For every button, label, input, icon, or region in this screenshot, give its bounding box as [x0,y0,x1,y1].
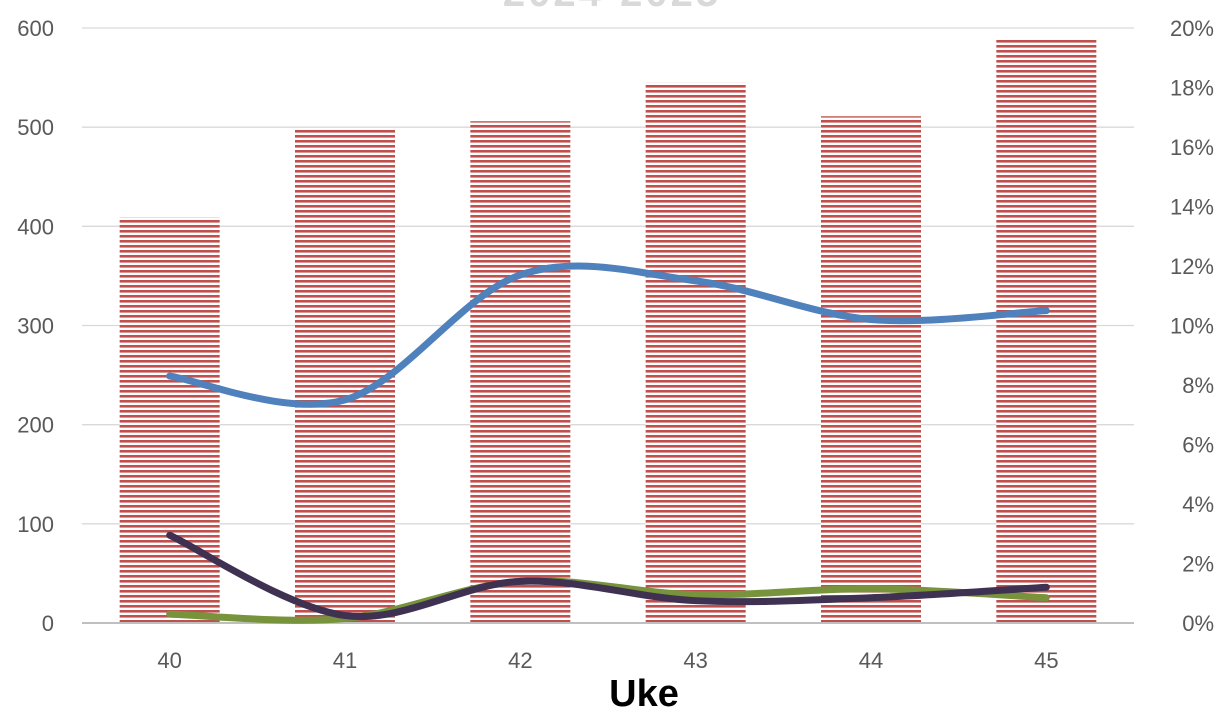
y2-tick-label: 6% [1182,433,1214,458]
x-tick-label: 42 [508,648,532,673]
y-tick-label: 500 [17,115,54,140]
line-series-blue [166,262,1050,408]
x-tick-label: 40 [157,648,181,673]
y2-tick-label: 18% [1170,76,1214,101]
y2-tick-label: 0% [1182,611,1214,636]
line-series [166,262,1050,624]
bar [645,82,746,623]
y2-tick-label: 14% [1170,195,1214,220]
y2-tick-label: 4% [1182,492,1214,517]
y-axis-tick-labels: 0 100 200 300 400 500 600 [17,16,54,636]
line-series-purple [166,531,1050,621]
y-tick-label: 100 [17,512,54,537]
x-tick-label: 41 [333,648,357,673]
y-tick-label: 300 [17,314,54,339]
y2-tick-label: 10% [1170,314,1214,339]
bar [996,37,1097,623]
bar [821,116,921,623]
x-tick-label: 45 [1034,648,1058,673]
secondary-y-axis-tick-labels: 0% 2% 4% 6% 8% 10% 12% 14% 16% 18% 20% [1170,16,1214,636]
chart-title: 2024-2025 [503,0,721,15]
y2-tick-label: 20% [1170,16,1214,41]
gridlines [82,27,1134,525]
x-axis-tick-labels: 40 41 42 43 44 45 [157,648,1058,673]
x-axis-title: Uke [609,673,679,710]
y2-tick-label: 16% [1170,135,1214,160]
x-tick-label: 44 [859,648,883,673]
y-tick-label: 0 [42,611,54,636]
bar [295,129,395,623]
y2-tick-label: 8% [1182,373,1214,398]
bar [470,121,571,623]
y2-tick-label: 12% [1170,254,1214,279]
bar [119,217,220,624]
y2-tick-label: 2% [1182,552,1214,577]
x-tick-label: 43 [683,648,707,673]
y-tick-label: 200 [17,413,54,438]
bar-series [119,37,1097,624]
y-tick-label: 600 [17,16,54,41]
y-tick-label: 400 [17,214,54,239]
